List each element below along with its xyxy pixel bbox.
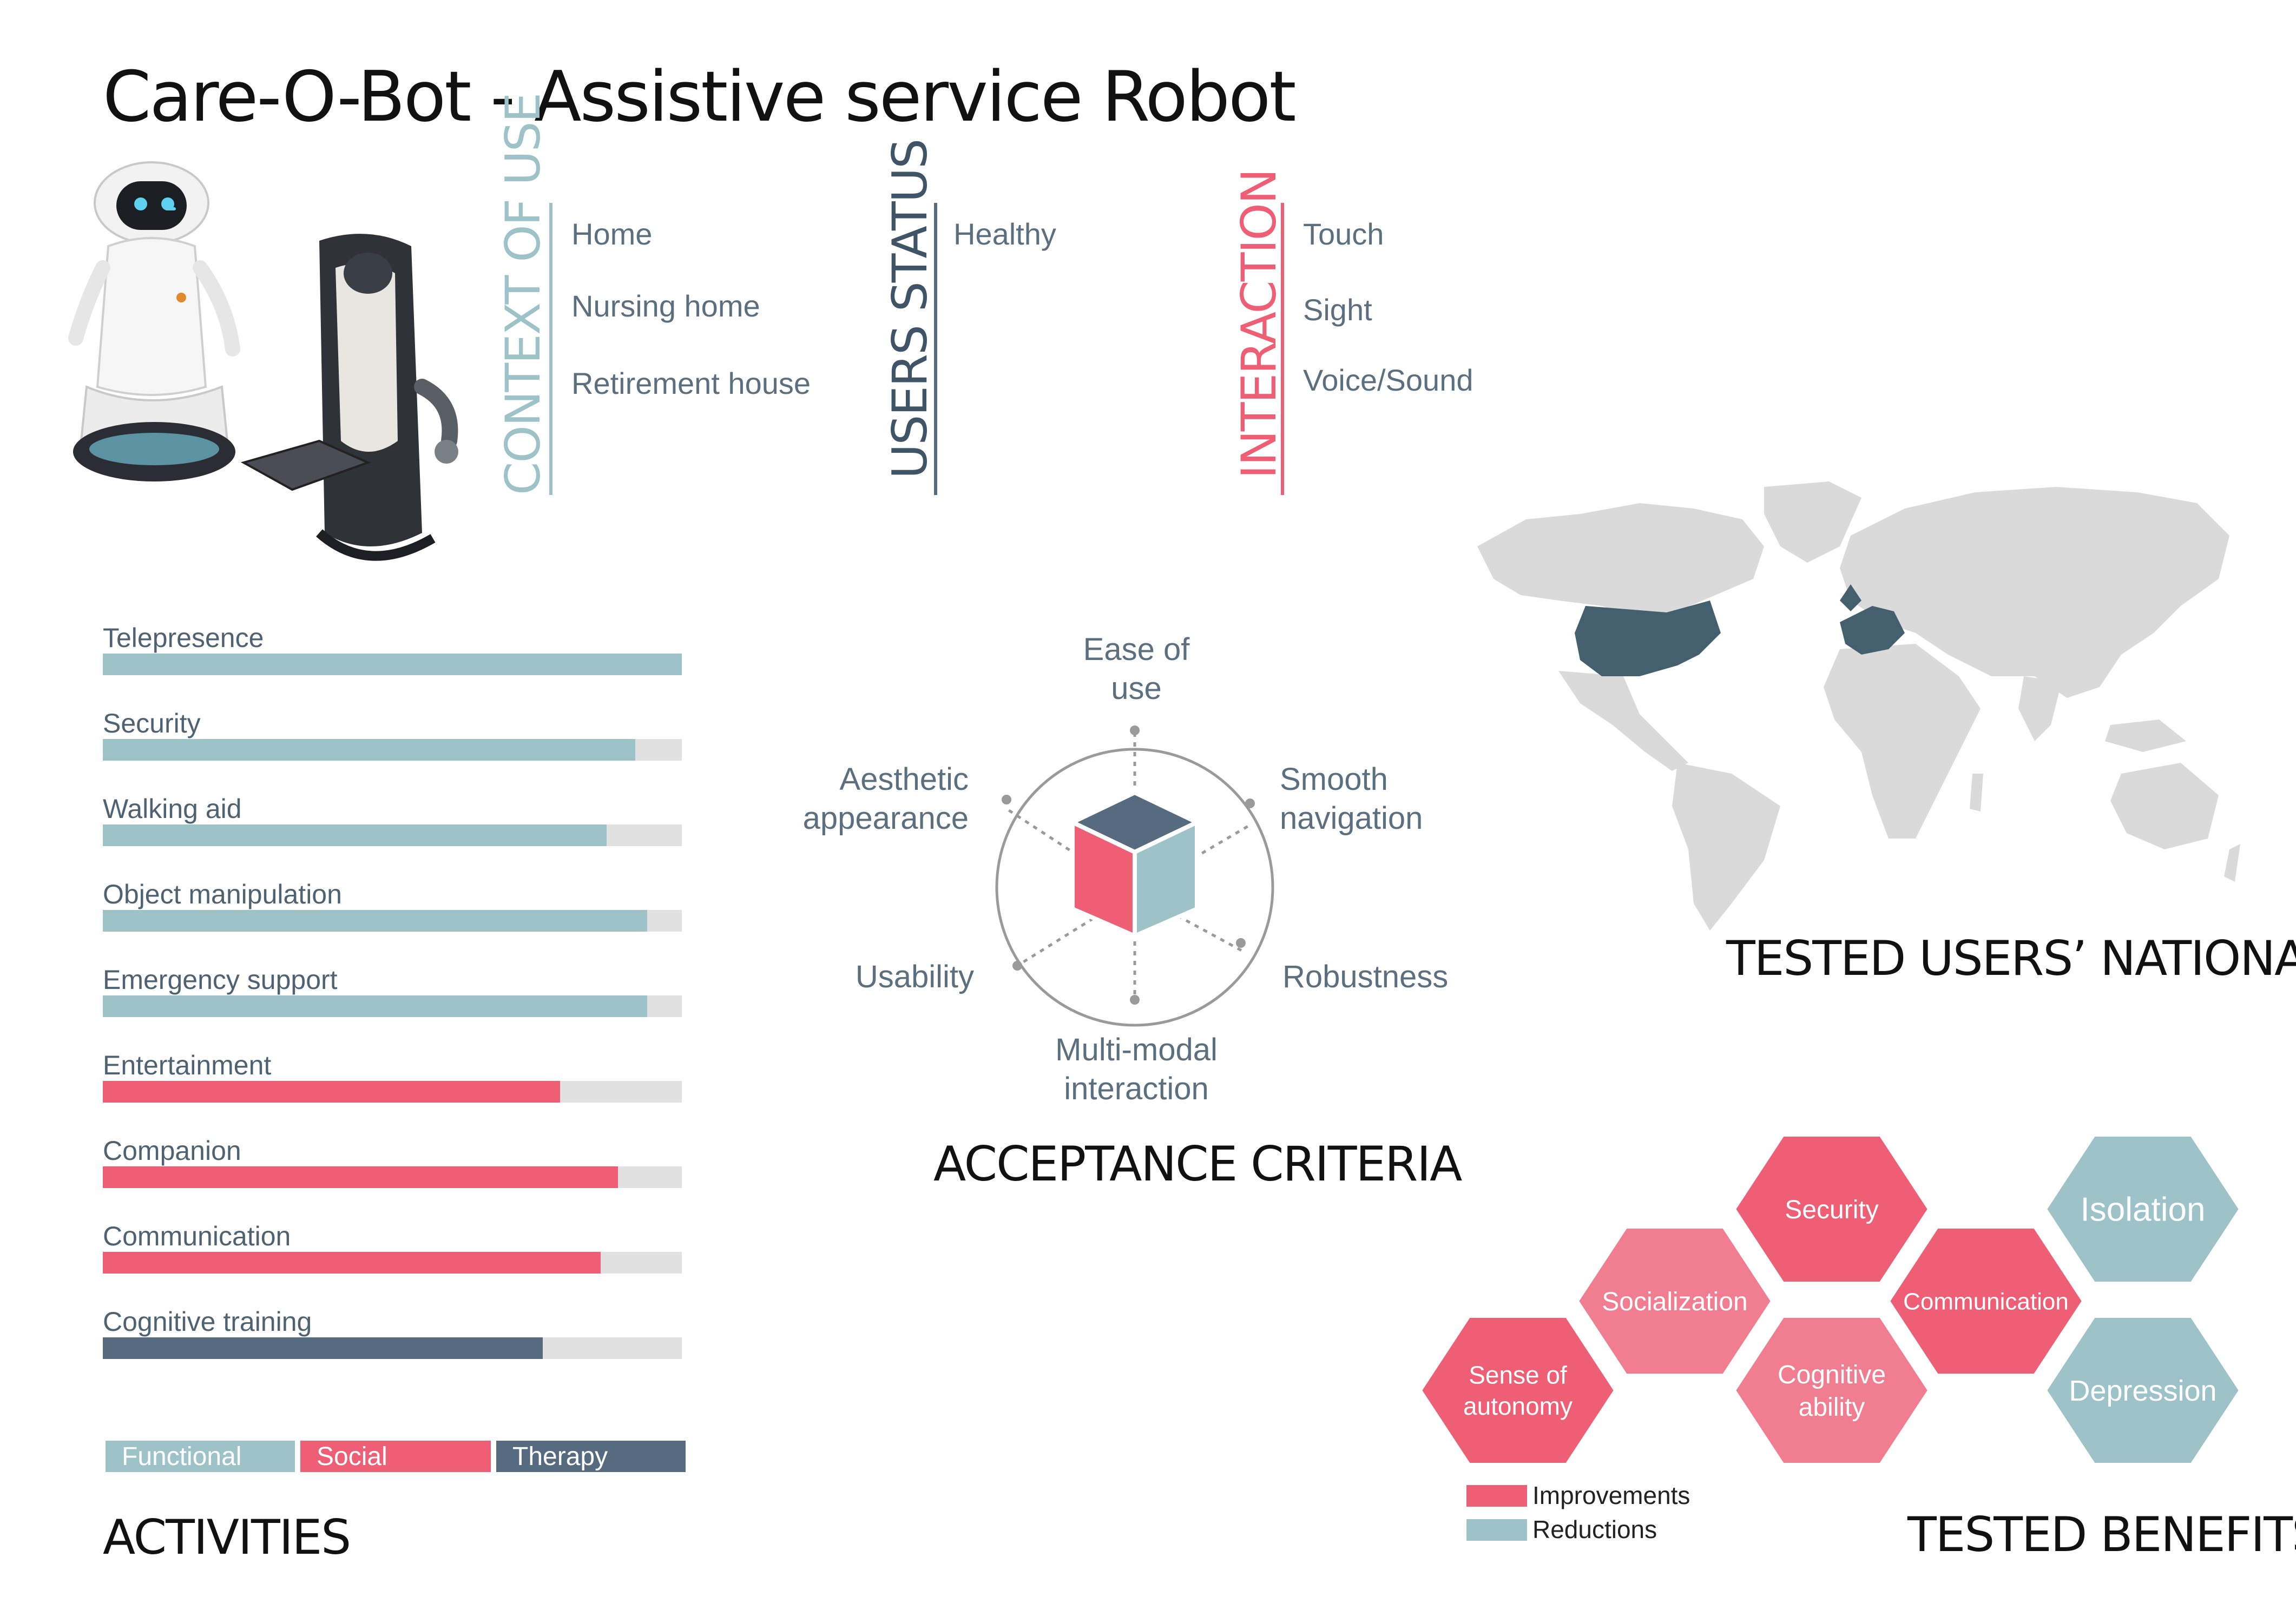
activity-bar-walking-aid bbox=[103, 824, 607, 846]
radar-label-robustness: Robustness bbox=[1282, 959, 1449, 994]
activity-label-object-manipulation: Object manipulation bbox=[103, 879, 342, 909]
radar-label-aesthetic: Aesthetic appearance bbox=[802, 762, 969, 836]
nationality-title: TESTED USERS’ NATIONALITY bbox=[1726, 931, 2296, 986]
map-australia bbox=[2110, 763, 2219, 849]
map-india bbox=[2018, 676, 2062, 741]
map-africa bbox=[1824, 644, 1981, 839]
benefit-hex-cognitive-ability bbox=[1727, 1310, 1937, 1470]
robot-illustrations bbox=[65, 160, 465, 582]
context-item-nursing-home: Nursing home bbox=[571, 289, 760, 323]
acceptance-title: ACCEPTANCE CRITERIA bbox=[933, 1136, 1462, 1192]
interaction-item-touch: Touch bbox=[1303, 217, 1384, 251]
benefit-hex-depression bbox=[2038, 1310, 2240, 1470]
benefit-label-cognitive-ability: Cognitive ability bbox=[1778, 1361, 1886, 1422]
context-item-retirement-house: Retirement house bbox=[571, 366, 811, 400]
map-usa-highlight bbox=[1575, 601, 1721, 676]
legend-improvements-label: Improvements bbox=[1532, 1481, 1690, 1509]
activity-track bbox=[103, 910, 682, 932]
benefit-label-socialization: Socialization bbox=[1602, 1288, 1747, 1316]
legend-reductions-label: Reductions bbox=[1532, 1515, 1657, 1543]
benefit-hex-security bbox=[1727, 1129, 1937, 1289]
map-central-america bbox=[1558, 671, 1688, 771]
white-robot-image bbox=[65, 160, 249, 490]
interaction-label: INTERACTION bbox=[1231, 169, 1287, 479]
radar-label-multimodal: Multi-modal interaction bbox=[1055, 1032, 1218, 1106]
benefit-hex-socialization bbox=[1570, 1221, 1780, 1381]
map-north-america-north bbox=[1477, 503, 1764, 617]
acceptance-radar bbox=[995, 725, 1274, 1027]
activity-track bbox=[103, 995, 682, 1017]
benefit-label-isolation: Isolation bbox=[2081, 1191, 2206, 1229]
context-of-use-divider bbox=[549, 203, 552, 495]
interaction-item-sight: Sight bbox=[1303, 293, 1372, 327]
radar-label-usability: Usability bbox=[855, 959, 974, 994]
context-of-use-label: CONTEXT OF USE bbox=[495, 93, 551, 495]
activity-bar-entertainment bbox=[103, 1081, 561, 1103]
activity-bar-companion bbox=[103, 1166, 619, 1188]
benefit-hex-communication bbox=[1881, 1221, 2091, 1381]
activities-title: ACTIVITIES bbox=[103, 1509, 351, 1565]
benefit-label-sense-of-autonomy: Sense of autonomy bbox=[1463, 1361, 1573, 1420]
activity-label-security: Security bbox=[103, 708, 201, 738]
interaction-divider bbox=[1281, 203, 1284, 495]
activity-track bbox=[103, 654, 682, 675]
benefits-hexagons: Sense of autonomy Socialization Security Cog… bbox=[1413, 1129, 2240, 1470]
activity-label-entertainment: Entertainment bbox=[103, 1050, 272, 1080]
legend-reductions-swatch bbox=[1466, 1519, 1527, 1541]
benefit-hex-sense-of-autonomy bbox=[1413, 1310, 1623, 1470]
activity-bar-emergency-support bbox=[103, 995, 647, 1017]
activity-bar-object-manipulation bbox=[103, 910, 647, 932]
map-europe-highlight bbox=[1840, 584, 1905, 655]
map-eurasia bbox=[1840, 487, 2229, 698]
legend-therapy: Therapy bbox=[496, 1441, 686, 1472]
benefit-hex-isolation bbox=[2038, 1129, 2240, 1289]
benefit-label-communication: Communication bbox=[1903, 1288, 2069, 1315]
map-greenland bbox=[1764, 481, 1861, 563]
legend-functional: Functional bbox=[106, 1441, 295, 1472]
activity-bar-cognitive-training bbox=[103, 1337, 543, 1359]
radar-axis-aesthetic bbox=[1005, 807, 1136, 894]
activity-track bbox=[103, 1081, 682, 1103]
map-south-america bbox=[1672, 763, 1780, 931]
activity-label-walking-aid: Walking aid bbox=[103, 794, 242, 824]
activity-bar-telepresence bbox=[103, 654, 682, 675]
legend-social: Social bbox=[300, 1441, 491, 1472]
users-status-divider bbox=[934, 203, 937, 495]
activity-track bbox=[103, 1252, 682, 1274]
activity-label-emergency-support: Emergency support bbox=[103, 965, 338, 995]
activity-label-companion: Companion bbox=[103, 1136, 241, 1166]
context-item-home: Home bbox=[571, 217, 653, 251]
activity-track bbox=[103, 1166, 682, 1188]
legend-improvements-swatch bbox=[1466, 1485, 1527, 1507]
benefits-title: TESTED BENEFITS bbox=[1907, 1507, 2296, 1562]
benefit-label-security: Security bbox=[1785, 1196, 1878, 1224]
benefit-label-depression: Depression bbox=[2069, 1375, 2216, 1407]
activity-bar-security bbox=[103, 739, 636, 761]
activity-label-telepresence: Telepresence bbox=[103, 623, 264, 653]
radar-label-ease-of-use: Ease of use bbox=[1083, 632, 1190, 706]
radar-face-right bbox=[1133, 819, 1199, 940]
activity-label-cognitive-training: Cognitive training bbox=[103, 1307, 312, 1337]
activity-bar-communication bbox=[103, 1252, 601, 1274]
radar-label-smooth-navigation: Smooth navigation bbox=[1280, 762, 1423, 836]
activity-label-communication: Communication bbox=[103, 1221, 291, 1251]
page-title: Care-O-Bot - Assistive service Robot bbox=[103, 57, 1296, 137]
activity-track bbox=[103, 1337, 682, 1359]
world-map bbox=[1477, 481, 2240, 931]
users-status-label: USERS STATUS bbox=[882, 139, 938, 479]
activity-track bbox=[103, 824, 682, 846]
radar-circle bbox=[995, 748, 1274, 1027]
tray-robot-image bbox=[240, 230, 465, 582]
interaction-item-voice-sound: Voice/Sound bbox=[1303, 363, 1473, 397]
map-indonesia bbox=[2105, 720, 2186, 752]
users-status-item-healthy: Healthy bbox=[953, 217, 1056, 251]
activity-track bbox=[103, 739, 682, 761]
